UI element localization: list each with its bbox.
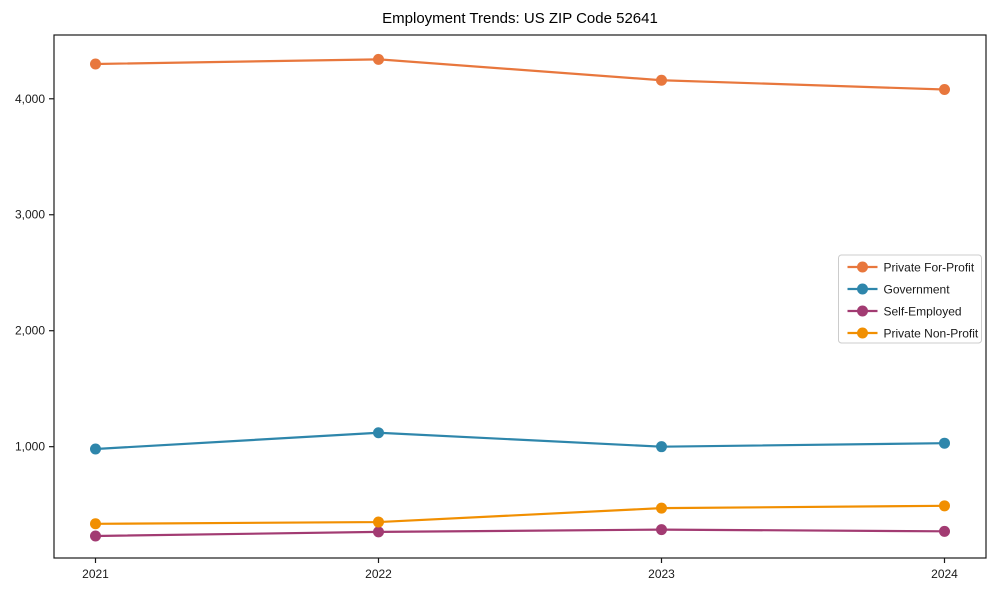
data-point-marker [939, 84, 950, 96]
data-point-marker [939, 525, 950, 537]
plot-area-border [53, 34, 987, 559]
legend-label: Private Non-Profit [884, 327, 979, 341]
series-line-self-employed [94, 528, 946, 538]
legend-item-government: Government [847, 283, 951, 297]
data-point-marker [656, 441, 667, 453]
x-tick-label: 2021 [82, 567, 109, 581]
legend: Private For-Profit Government Self-Employe… [838, 254, 982, 344]
legend-label: Government [884, 283, 951, 297]
legend-item-private-non-profit: Private Non-Profit [847, 327, 979, 341]
data-point-marker [373, 53, 384, 65]
legend-marker [857, 305, 868, 317]
data-point-marker [656, 74, 667, 86]
series-line-private-for-profit [94, 58, 946, 91]
data-point-marker [656, 502, 667, 514]
data-point-marker [90, 530, 101, 542]
legend-marker [857, 261, 868, 273]
series-line-government [94, 431, 946, 451]
data-point-marker [373, 516, 384, 528]
legend-item-private-for-profit: Private For-Profit [847, 261, 975, 275]
data-point-marker [656, 524, 667, 536]
data-point-marker [373, 427, 384, 439]
series-line-private-non-profit [94, 504, 946, 525]
y-tick-label: 1,000 [15, 440, 45, 454]
data-point-marker [90, 518, 101, 530]
data-point-marker [939, 500, 950, 512]
legend-label: Self-Employed [884, 305, 962, 319]
legend-item-self-employed: Self-Employed [847, 305, 962, 319]
x-tick-label: 2022 [365, 567, 392, 581]
x-tick-label: 2023 [648, 567, 675, 581]
data-point-marker [90, 58, 101, 70]
legend-box [838, 254, 982, 344]
data-point-marker [939, 437, 950, 449]
y-tick-label: 3,000 [15, 208, 45, 222]
legend-label: Private For-Profit [884, 261, 975, 275]
data-point-marker [90, 443, 101, 455]
y-tick-label: 2,000 [15, 324, 45, 338]
chart-title: Employment Trends: US ZIP Code 52641 [382, 10, 658, 27]
legend-marker [857, 283, 868, 295]
x-tick-label: 2024 [931, 567, 958, 581]
y-tick-label: 4,000 [15, 92, 45, 106]
data-point-marker [373, 526, 384, 538]
legend-marker [857, 327, 868, 339]
